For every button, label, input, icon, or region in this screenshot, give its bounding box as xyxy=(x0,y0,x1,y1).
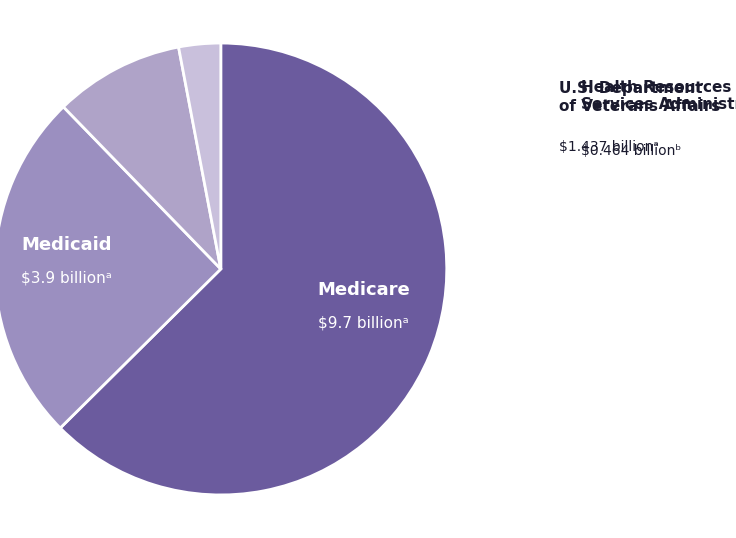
Text: Medicaid: Medicaid xyxy=(21,236,111,254)
Text: $3.9 billionᵃ: $3.9 billionᵃ xyxy=(21,271,112,286)
Wedge shape xyxy=(63,47,221,269)
Text: U.S. Department
of Veterans Affairs: U.S. Department of Veterans Affairs xyxy=(559,81,721,114)
Text: $0.464 billionᵇ: $0.464 billionᵇ xyxy=(581,144,682,158)
Text: $1.437 billionᵃ: $1.437 billionᵃ xyxy=(559,140,659,154)
Text: $9.7 billionᵃ: $9.7 billionᵃ xyxy=(318,315,408,330)
Wedge shape xyxy=(179,43,221,269)
Text: Health Resources and
Services Administration: Health Resources and Services Administra… xyxy=(581,80,736,112)
Text: Medicare: Medicare xyxy=(317,281,410,299)
Wedge shape xyxy=(60,43,447,495)
Wedge shape xyxy=(0,107,221,428)
